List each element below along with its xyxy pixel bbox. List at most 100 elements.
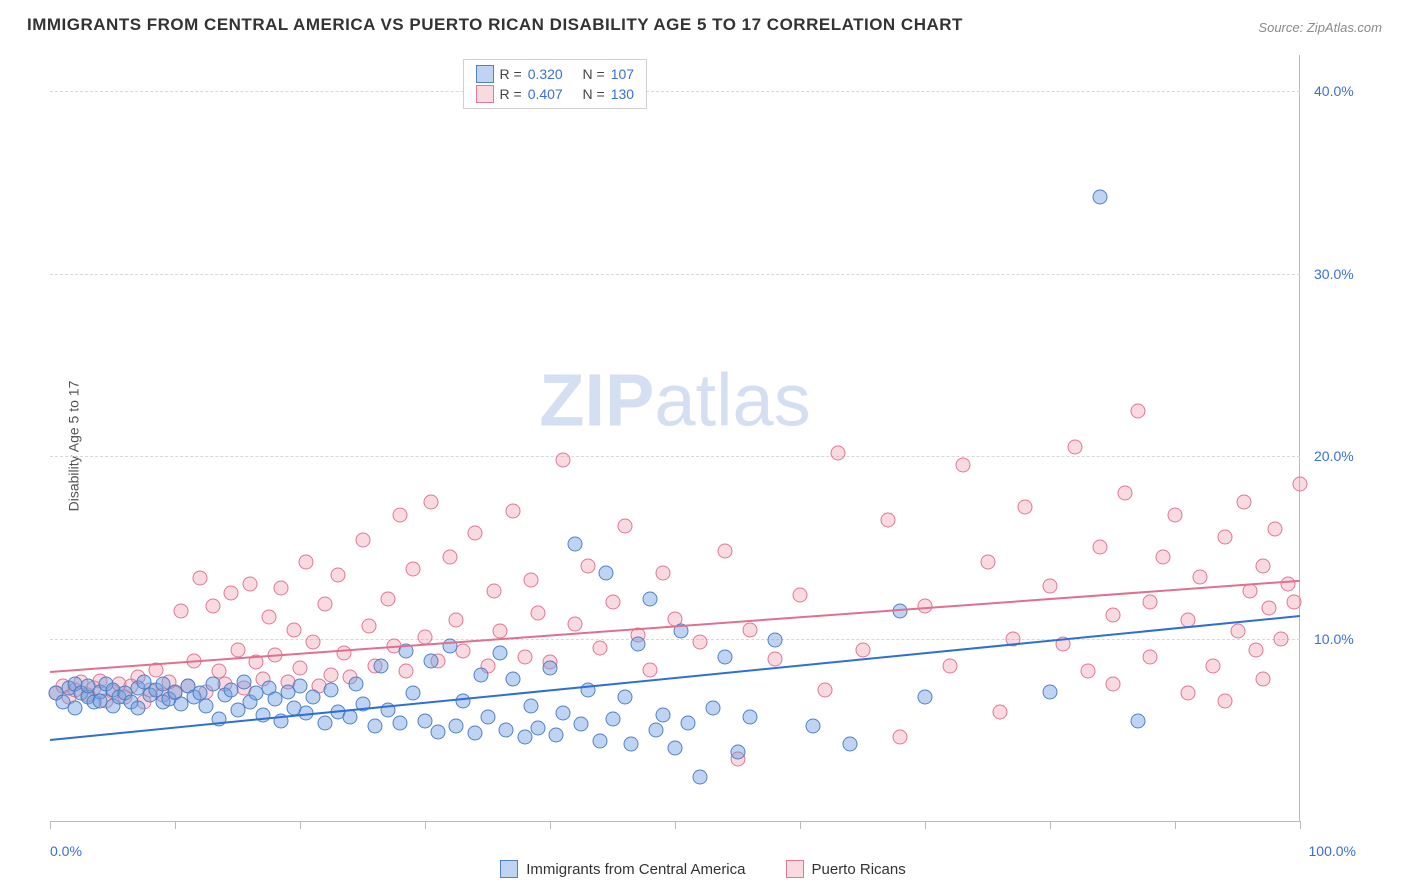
chart-stage: IMMIGRANTS FROM CENTRAL AMERICA VS PUERT… bbox=[0, 0, 1406, 892]
scatter-point-pink bbox=[399, 664, 414, 679]
scatter-point-pink bbox=[224, 586, 239, 601]
scatter-point-blue bbox=[480, 710, 495, 725]
chart-title: IMMIGRANTS FROM CENTRAL AMERICA VS PUERT… bbox=[27, 15, 963, 35]
xtick bbox=[300, 821, 301, 829]
scatter-point-pink bbox=[943, 658, 958, 673]
scatter-point-blue bbox=[349, 677, 364, 692]
scatter-point-pink bbox=[580, 558, 595, 573]
scatter-point-pink bbox=[830, 445, 845, 460]
scatter-point-blue bbox=[605, 711, 620, 726]
scatter-point-pink bbox=[205, 598, 220, 613]
scatter-point-pink bbox=[261, 609, 276, 624]
scatter-point-blue bbox=[593, 733, 608, 748]
scatter-point-pink bbox=[174, 604, 189, 619]
scatter-point-blue bbox=[649, 722, 664, 737]
scatter-point-pink bbox=[768, 651, 783, 666]
xtick bbox=[675, 821, 676, 829]
scatter-point-pink bbox=[1143, 595, 1158, 610]
scatter-point-pink bbox=[880, 513, 895, 528]
scatter-point-pink bbox=[405, 562, 420, 577]
scatter-point-pink bbox=[1243, 584, 1258, 599]
scatter-point-pink bbox=[893, 730, 908, 745]
legend-correlation-box: R = 0.320 N = 107R = 0.407 N = 130 bbox=[463, 59, 648, 109]
scatter-point-blue bbox=[418, 713, 433, 728]
scatter-point-blue bbox=[305, 689, 320, 704]
watermark: ZIPatlas bbox=[539, 357, 810, 442]
scatter-point-pink bbox=[1249, 642, 1264, 657]
scatter-point-blue bbox=[493, 646, 508, 661]
scatter-point-pink bbox=[299, 555, 314, 570]
gridline bbox=[50, 91, 1300, 92]
swatch-pink-icon bbox=[476, 85, 494, 103]
scatter-point-pink bbox=[1155, 549, 1170, 564]
gridline bbox=[50, 639, 1300, 640]
swatch-blue-icon bbox=[476, 65, 494, 83]
scatter-point-pink bbox=[1261, 600, 1276, 615]
scatter-point-pink bbox=[530, 606, 545, 621]
scatter-point-pink bbox=[524, 573, 539, 588]
scatter-point-blue bbox=[655, 708, 670, 723]
scatter-point-pink bbox=[243, 576, 258, 591]
scatter-point-pink bbox=[305, 635, 320, 650]
scatter-point-pink bbox=[1218, 529, 1233, 544]
scatter-point-blue bbox=[730, 744, 745, 759]
scatter-point-pink bbox=[618, 518, 633, 533]
gridline bbox=[50, 456, 1300, 457]
scatter-point-blue bbox=[468, 726, 483, 741]
legend-row-pink: R = 0.407 N = 130 bbox=[476, 84, 635, 104]
scatter-point-pink bbox=[1093, 540, 1108, 555]
scatter-point-pink bbox=[568, 617, 583, 632]
scatter-point-blue bbox=[68, 700, 83, 715]
plot-area: ZIPatlas 10.0%20.0%30.0%40.0%0.0%100.0%R… bbox=[50, 55, 1300, 822]
scatter-point-blue bbox=[368, 719, 383, 734]
scatter-point-blue bbox=[505, 671, 520, 686]
scatter-point-pink bbox=[324, 668, 339, 683]
scatter-point-pink bbox=[274, 580, 289, 595]
scatter-point-pink bbox=[449, 613, 464, 628]
legend-label-pink: Puerto Ricans bbox=[812, 861, 906, 878]
scatter-point-blue bbox=[918, 689, 933, 704]
scatter-point-blue bbox=[574, 717, 589, 732]
scatter-point-pink bbox=[286, 622, 301, 637]
scatter-point-pink bbox=[1118, 485, 1133, 500]
scatter-point-pink bbox=[693, 635, 708, 650]
scatter-point-blue bbox=[405, 686, 420, 701]
scatter-point-pink bbox=[1105, 677, 1120, 692]
scatter-point-pink bbox=[655, 565, 670, 580]
scatter-point-pink bbox=[993, 704, 1008, 719]
scatter-point-blue bbox=[1043, 684, 1058, 699]
scatter-point-pink bbox=[1255, 671, 1270, 686]
scatter-point-blue bbox=[543, 660, 558, 675]
scatter-point-pink bbox=[393, 507, 408, 522]
scatter-point-pink bbox=[318, 596, 333, 611]
scatter-point-pink bbox=[818, 682, 833, 697]
scatter-point-pink bbox=[1130, 403, 1145, 418]
swatch-pink bbox=[786, 860, 804, 878]
scatter-point-blue bbox=[718, 649, 733, 664]
scatter-point-blue bbox=[318, 715, 333, 730]
xtick-label: 100.0% bbox=[1309, 843, 1356, 859]
scatter-point-pink bbox=[418, 629, 433, 644]
scatter-point-blue bbox=[236, 675, 251, 690]
xtick-label: 0.0% bbox=[50, 843, 82, 859]
scatter-point-blue bbox=[1130, 713, 1145, 728]
scatter-point-blue bbox=[474, 668, 489, 683]
scatter-point-blue bbox=[424, 653, 439, 668]
ytick-label: 20.0% bbox=[1314, 448, 1354, 464]
swatch-blue bbox=[500, 860, 518, 878]
scatter-point-blue bbox=[449, 719, 464, 734]
xtick bbox=[425, 821, 426, 829]
scatter-point-pink bbox=[855, 642, 870, 657]
scatter-point-blue bbox=[199, 699, 214, 714]
scatter-point-pink bbox=[424, 494, 439, 509]
scatter-point-pink bbox=[230, 642, 245, 657]
scatter-point-blue bbox=[393, 715, 408, 730]
scatter-point-pink bbox=[1068, 440, 1083, 455]
scatter-point-pink bbox=[1168, 507, 1183, 522]
scatter-point-pink bbox=[1280, 576, 1295, 591]
scatter-point-pink bbox=[1268, 522, 1283, 537]
xtick bbox=[1050, 821, 1051, 829]
scatter-point-blue bbox=[343, 710, 358, 725]
scatter-point-pink bbox=[793, 587, 808, 602]
scatter-point-pink bbox=[1205, 658, 1220, 673]
